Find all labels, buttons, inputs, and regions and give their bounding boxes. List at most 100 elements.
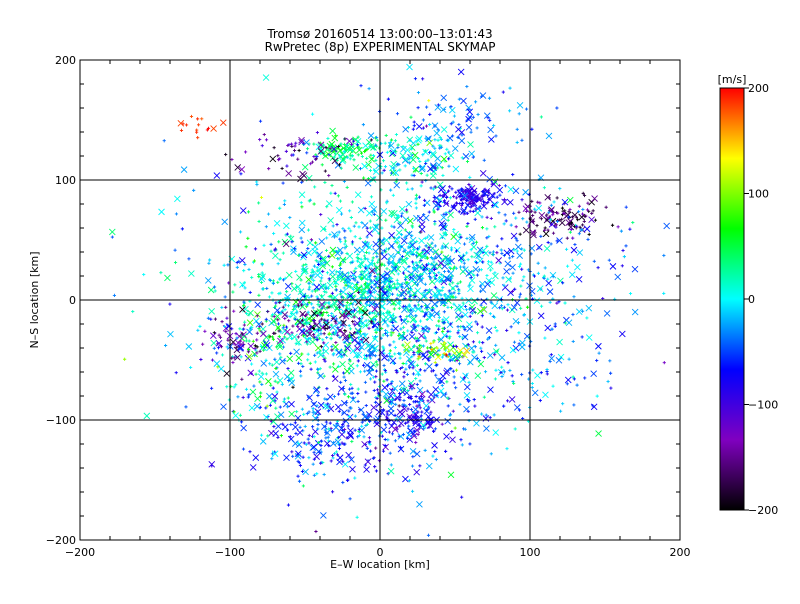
data-point-x: [441, 191, 449, 198]
data-point-plus: [408, 250, 412, 254]
data-point-plus: [416, 432, 420, 437]
data-point-x: [339, 361, 346, 368]
data-point-x: [213, 172, 221, 179]
data-point-x: [329, 246, 337, 254]
data-point-plus: [334, 270, 338, 274]
data-point-plus: [517, 331, 521, 335]
data-point-x: [410, 432, 418, 440]
data-point-plus: [372, 212, 376, 216]
data-point-plus: [572, 403, 576, 407]
data-point-x: [337, 299, 344, 306]
data-point-plus: [404, 367, 408, 371]
data-point-plus: [460, 314, 464, 318]
data-point-plus: [433, 166, 437, 170]
data-point-x: [462, 153, 470, 160]
data-point-plus: [307, 300, 311, 305]
data-point-plus: [341, 320, 345, 324]
data-point-plus: [375, 138, 379, 142]
data-point-x: [382, 390, 390, 398]
data-point-plus: [520, 267, 524, 271]
data-point-plus: [580, 223, 585, 227]
data-point-x: [291, 440, 299, 447]
data-point-x: [381, 354, 388, 361]
x-tick-label: 0: [377, 546, 384, 559]
data-point-plus: [471, 241, 475, 246]
data-point-plus: [336, 364, 341, 368]
data-point-plus: [471, 155, 475, 159]
data-point-plus: [512, 248, 516, 252]
data-point-plus: [258, 395, 263, 399]
data-point-plus: [442, 320, 447, 324]
data-point-plus: [409, 287, 413, 291]
data-point-x: [487, 136, 495, 143]
data-point-plus: [532, 274, 537, 278]
data-point-plus: [502, 404, 506, 408]
data-point-plus: [409, 115, 413, 119]
data-point-plus: [494, 368, 498, 372]
data-point-plus: [420, 309, 424, 313]
data-point-plus: [330, 311, 334, 316]
data-point-plus: [555, 106, 559, 110]
data-point-plus: [240, 377, 244, 381]
data-point-x: [346, 431, 354, 438]
data-point-x: [351, 336, 358, 344]
data-point-plus: [342, 375, 346, 379]
data-point-plus: [364, 423, 368, 428]
data-point-plus: [403, 228, 407, 232]
data-point-plus: [289, 234, 293, 238]
x-tick-label: 100: [520, 546, 541, 559]
data-point-plus: [336, 435, 341, 440]
data-point-plus: [461, 301, 465, 305]
data-point-x: [306, 394, 313, 402]
data-point-x: [510, 304, 518, 311]
data-point-plus: [307, 199, 311, 203]
data-point-x: [456, 189, 464, 197]
data-point-plus: [411, 252, 415, 257]
data-point-x: [357, 406, 365, 414]
data-point-x: [245, 353, 253, 360]
data-point-plus: [360, 276, 364, 280]
data-point-x: [431, 442, 438, 449]
y-tick-label: 0: [69, 294, 76, 307]
data-point-plus: [434, 330, 439, 335]
data-point-x: [377, 285, 385, 293]
data-point-plus: [375, 255, 379, 259]
data-point-x: [188, 270, 195, 277]
data-point-x: [436, 297, 443, 305]
data-point-plus: [308, 274, 313, 278]
data-point-x: [444, 417, 452, 425]
data-point-plus: [324, 290, 328, 294]
data-point-plus: [332, 351, 336, 356]
data-point-x: [437, 387, 445, 395]
data-point-plus: [319, 212, 323, 217]
data-point-plus: [374, 158, 378, 162]
data-point-plus: [212, 346, 216, 350]
data-point-plus: [426, 346, 430, 350]
data-point-plus: [396, 245, 401, 249]
data-point-plus: [174, 371, 178, 375]
data-point-plus: [563, 321, 567, 325]
data-point-plus: [419, 184, 423, 188]
data-point-x: [331, 293, 339, 301]
data-point-x: [397, 222, 404, 229]
data-point-x: [409, 248, 417, 256]
data-point-plus: [351, 144, 355, 148]
data-point-plus: [360, 154, 364, 159]
data-point-plus: [442, 340, 446, 344]
data-point-plus: [260, 144, 264, 148]
data-point-plus: [550, 209, 554, 213]
data-point-plus: [474, 320, 478, 324]
data-point-plus: [373, 334, 378, 339]
data-point-x: [473, 251, 480, 259]
data-point-plus: [433, 285, 437, 289]
data-point-plus: [323, 180, 327, 185]
data-point-plus: [142, 272, 146, 277]
data-point-plus: [422, 203, 426, 207]
data-point-plus: [459, 438, 463, 442]
data-point-plus: [460, 202, 465, 206]
data-point-x: [468, 150, 476, 158]
data-point-plus: [450, 429, 454, 434]
data-point-x: [447, 211, 454, 219]
data-point-plus: [477, 340, 482, 344]
data-point-x: [207, 286, 215, 294]
